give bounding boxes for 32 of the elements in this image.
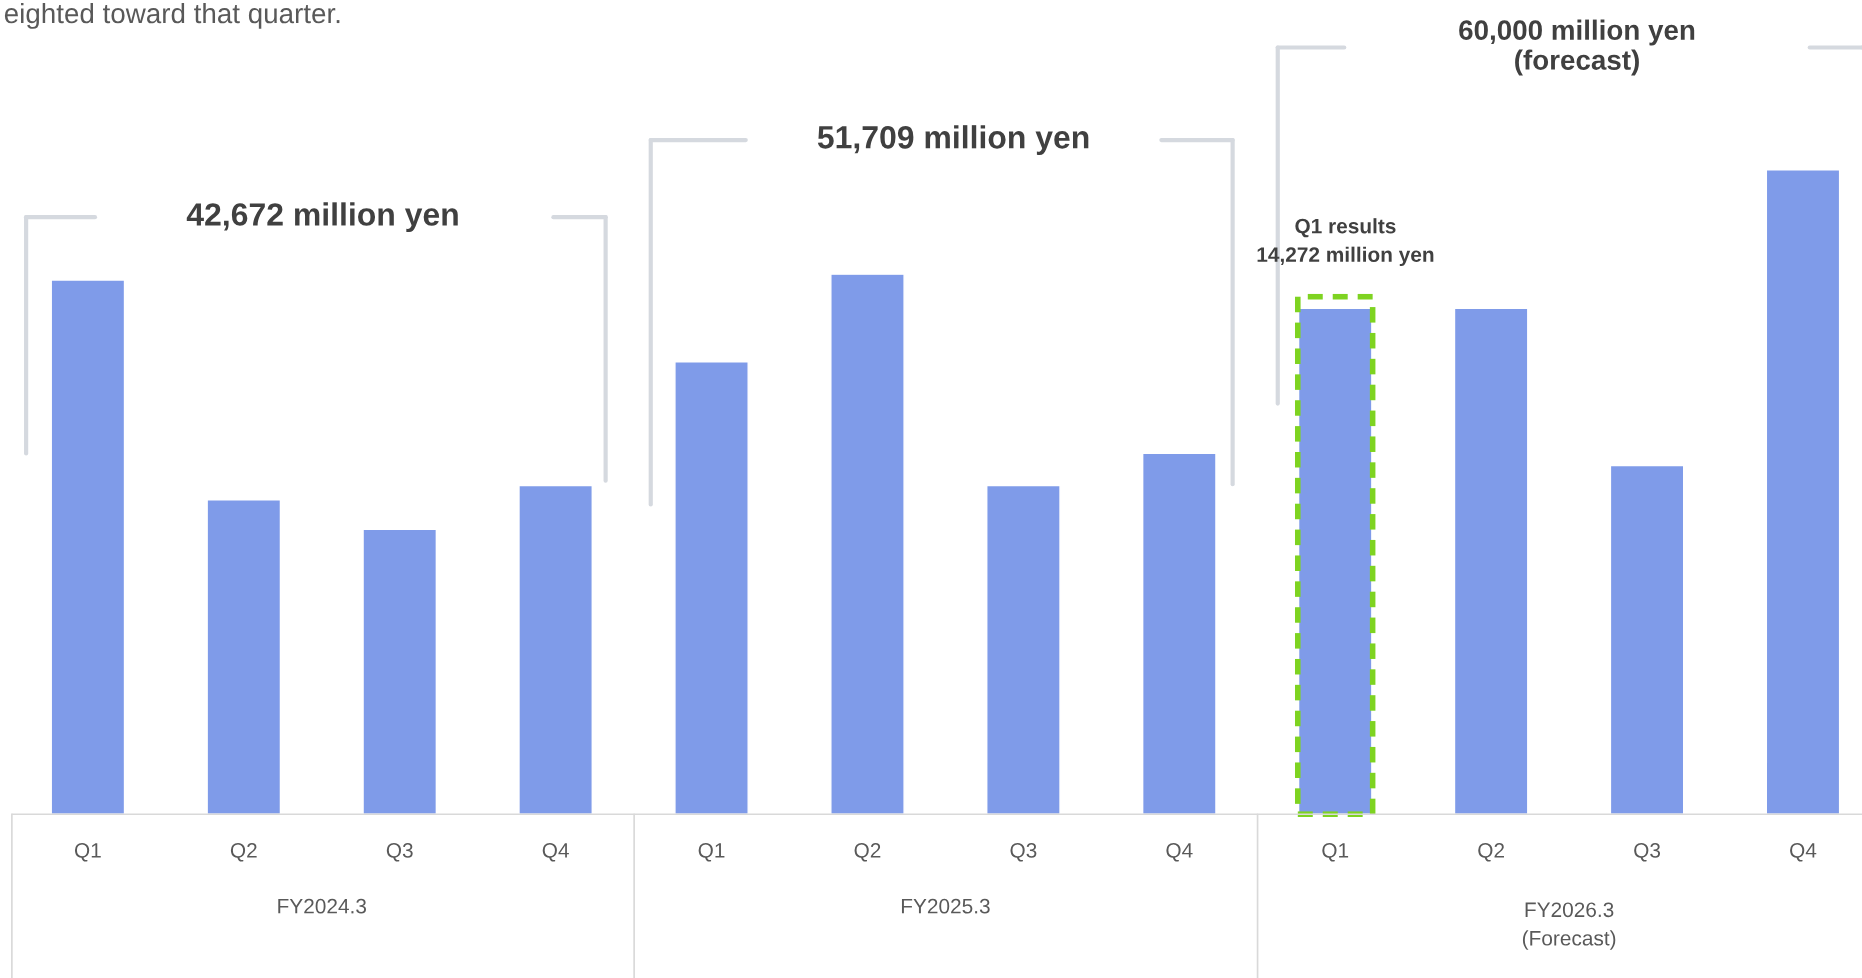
- x-tick-label: Q4: [1166, 843, 1193, 862]
- x-tick-label: Q1: [74, 843, 101, 862]
- x-tick-label: Q3: [1634, 843, 1661, 862]
- bar: [50, 279, 126, 815]
- x-tick-label: Q1: [1322, 843, 1349, 862]
- bar: [1141, 452, 1217, 815]
- x-tick-label: Q3: [1010, 843, 1037, 862]
- x-tick-label: Q2: [1478, 843, 1504, 862]
- bar: [986, 484, 1061, 815]
- bar: [1453, 307, 1529, 815]
- text: eighted toward that quarter.: [4, 2, 340, 29]
- bar: [206, 499, 282, 815]
- text: FY2026.3 (Forecast): [1522, 902, 1616, 950]
- bar: [1609, 464, 1685, 815]
- bar: [1765, 169, 1841, 815]
- x-tick-label: Q4: [542, 843, 569, 862]
- text: FY2024.3: [278, 898, 367, 914]
- text: 51,709 million yen: [817, 125, 1089, 155]
- bar: [1297, 307, 1373, 815]
- x-tick-label: Q3: [386, 843, 413, 862]
- x-tick-label: Q4: [1790, 843, 1817, 862]
- annotation: Q1 results 14,272 million yen: [1257, 218, 1434, 267]
- text: 60,000 million yen (forecast): [1459, 19, 1695, 76]
- bar: [674, 361, 749, 815]
- x-tick-label: Q2: [230, 843, 257, 862]
- x-tick-label: Q1: [698, 843, 725, 862]
- annotation: 42,672 million yen: [186, 202, 458, 233]
- bar: [362, 528, 438, 815]
- bar: [830, 273, 905, 815]
- text: FY2025.3: [901, 898, 990, 914]
- x-tick-label: Q2: [854, 843, 881, 862]
- bar: [518, 484, 593, 815]
